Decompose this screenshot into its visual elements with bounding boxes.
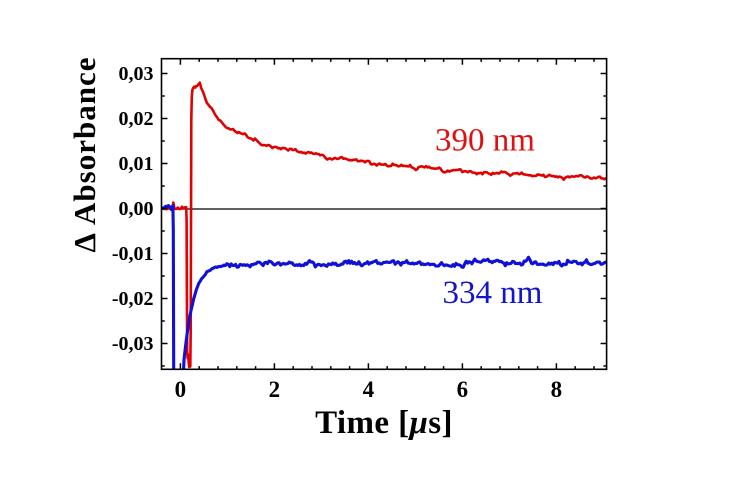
svg-text:4: 4: [363, 377, 375, 402]
svg-text:-0,03: -0,03: [112, 333, 154, 355]
svg-text:-0,01: -0,01: [112, 243, 154, 265]
svg-text:390 nm: 390 nm: [435, 123, 535, 159]
svg-text:Δ Absorbance: Δ Absorbance: [67, 57, 102, 253]
svg-text:0,01: 0,01: [119, 153, 154, 175]
svg-text:Time [μs]: Time [μs]: [315, 405, 453, 441]
svg-text:0: 0: [175, 377, 187, 402]
svg-text:8: 8: [551, 377, 563, 402]
svg-text:2: 2: [269, 377, 281, 402]
svg-text:0,03: 0,03: [119, 63, 154, 85]
svg-text:6: 6: [457, 377, 469, 402]
svg-text:-0,02: -0,02: [112, 288, 154, 310]
svg-text:334 nm: 334 nm: [443, 275, 543, 311]
svg-text:0,02: 0,02: [119, 108, 154, 130]
svg-text:0,00: 0,00: [119, 198, 154, 220]
